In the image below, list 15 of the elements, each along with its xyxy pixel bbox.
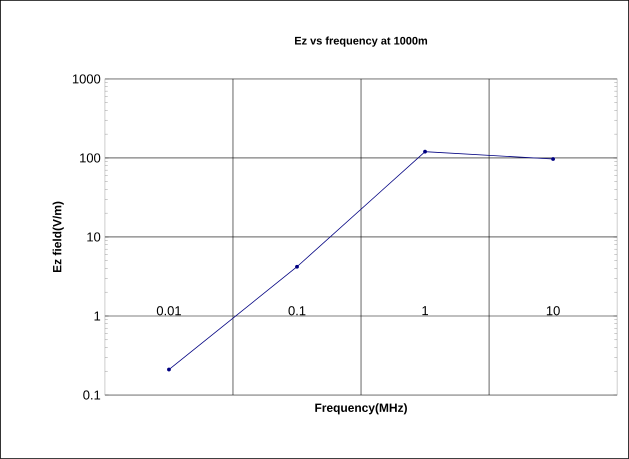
point: [167, 368, 171, 372]
point: [551, 157, 555, 161]
x-tick-label: 1: [422, 306, 428, 316]
y-tick-label: 100: [80, 153, 100, 163]
y-tick-label: 1000: [72, 74, 100, 84]
x-tick-label: 10: [546, 306, 560, 316]
point: [423, 150, 427, 154]
y-axis-title: Ez field(V/m): [52, 202, 64, 272]
y-tick-label: 0.1: [83, 390, 100, 400]
chart-title: Ez vs frequency at 1000m: [295, 36, 428, 47]
point: [295, 264, 299, 269]
x-tick-label: 0.1: [288, 306, 306, 316]
y-tick-label: 10: [87, 232, 100, 242]
x-tick-label: 0.01: [156, 306, 181, 316]
x-axis-title: Frequency(MHz): [315, 403, 407, 414]
